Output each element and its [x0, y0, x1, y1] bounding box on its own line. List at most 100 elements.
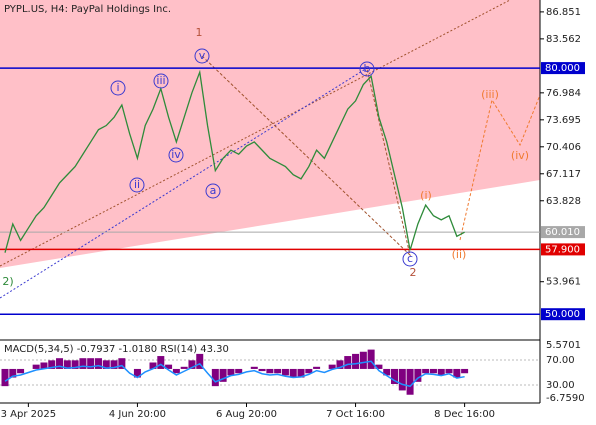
wave-marker — [205, 183, 221, 199]
chart-title: PYPL.US, H4: PayPal Holdings Inc. — [4, 4, 171, 15]
level-label: 50.000 — [545, 309, 580, 320]
macd-bar — [250, 366, 258, 369]
level-tag — [541, 62, 585, 75]
macd-bar — [17, 368, 25, 374]
x-tick-label: 3 Apr 2025 — [1, 409, 56, 420]
macd-bar — [359, 351, 367, 369]
wave-marker — [153, 73, 169, 89]
x-tick-label: 6 Aug 20:00 — [216, 409, 277, 420]
macd-bar — [274, 368, 282, 374]
macd-bar — [180, 366, 188, 369]
wave-marker — [402, 251, 418, 267]
macd-bar — [383, 368, 391, 376]
macd-bar — [102, 360, 110, 369]
macd-bar — [149, 362, 157, 369]
wave-marker — [129, 177, 145, 193]
wave-label: 2 — [410, 266, 417, 279]
trend-line — [0, 67, 368, 299]
wave-label: (i) — [420, 189, 432, 202]
macd-bar — [297, 368, 305, 378]
wave-label: v — [199, 49, 206, 62]
macd-bar — [40, 362, 48, 369]
macd-bar — [227, 368, 235, 376]
macd-bar — [1, 368, 9, 387]
wave-label: b — [364, 62, 371, 75]
wave-label: iv — [171, 148, 181, 161]
level-label: 57.900 — [545, 244, 580, 255]
wave-marker — [110, 80, 126, 96]
macd-bar — [305, 368, 313, 374]
level-tag — [541, 243, 585, 256]
indicator-title: MACD(5,34,5) -0.7937 -1.0180 RSI(14) 43.… — [4, 344, 229, 355]
wave-label: a — [210, 184, 217, 197]
macd-bar — [188, 360, 196, 369]
level-label: 80.000 — [545, 63, 580, 74]
price-line — [4, 69, 465, 253]
macd-bar — [461, 368, 469, 374]
y-tick-label: 70.406 — [546, 142, 581, 153]
y-tick-label: 63.828 — [546, 196, 581, 207]
macd-bar — [94, 358, 102, 369]
macd-bar — [235, 368, 243, 374]
wave-projection — [201, 55, 411, 257]
wave-marker — [359, 61, 375, 77]
macd-bar — [71, 360, 79, 369]
macd-bar — [110, 360, 118, 369]
x-tick-label: 8 Dec 16:00 — [434, 409, 495, 420]
rsi-line — [4, 360, 465, 388]
macd-bar — [336, 360, 344, 369]
macd-bar — [281, 368, 289, 376]
y2-tick-label: 30.00 — [546, 380, 575, 391]
y-tick-label: 83.562 — [546, 34, 581, 45]
level-tag — [541, 226, 585, 239]
y2-tick-label: 70.00 — [546, 355, 575, 366]
macd-bar — [9, 368, 17, 378]
y-tick-label: 86.851 — [546, 7, 581, 18]
macd-bar — [453, 368, 461, 378]
x-tick-label: 7 Oct 16:00 — [326, 409, 385, 420]
macd-bar — [32, 364, 40, 369]
macd-bar — [219, 368, 227, 382]
wave-label: (iv) — [511, 149, 529, 162]
macd-bar — [313, 366, 321, 369]
macd-bar — [48, 360, 56, 369]
macd-bar — [266, 368, 274, 374]
macd-bar — [157, 356, 165, 369]
macd-bar — [352, 353, 360, 369]
y-tick-label: -6.7590 — [546, 393, 585, 404]
macd-bar — [165, 364, 173, 369]
wave-projection — [459, 94, 541, 241]
macd-bar — [172, 368, 180, 374]
y-tick-label: 5.5701 — [546, 340, 581, 351]
x-tick-label: 4 Jun 20:00 — [109, 409, 166, 420]
macd-bar — [133, 368, 141, 378]
macd-bar — [422, 368, 430, 374]
wave-label: (ii) — [452, 248, 467, 261]
level-tag — [541, 308, 585, 321]
wave-label: i — [116, 81, 119, 94]
macd-bar — [258, 368, 266, 372]
y-tick-label: 67.117 — [546, 169, 581, 180]
macd-bar — [79, 358, 87, 369]
channel-zone — [0, 0, 540, 268]
macd-bar — [429, 368, 437, 374]
macd-bar — [118, 358, 126, 369]
wave-label: 1 — [196, 26, 203, 39]
macd-bar — [445, 368, 453, 374]
macd-bar — [391, 368, 398, 384]
wave-marker — [168, 147, 184, 163]
macd-bar — [437, 368, 445, 376]
y-tick-label: 53.961 — [546, 277, 581, 288]
macd-bar — [367, 349, 375, 369]
wave-label: iii — [156, 74, 165, 87]
y-tick-label: 73.695 — [546, 115, 581, 126]
macd-bar — [87, 358, 95, 369]
macd-bar — [375, 364, 383, 369]
macd-bar — [196, 353, 204, 369]
macd-bar — [289, 368, 297, 378]
macd-bar — [63, 360, 71, 369]
macd-bar — [211, 368, 219, 387]
macd-bar — [398, 368, 406, 391]
wave-label: ii — [134, 178, 140, 191]
